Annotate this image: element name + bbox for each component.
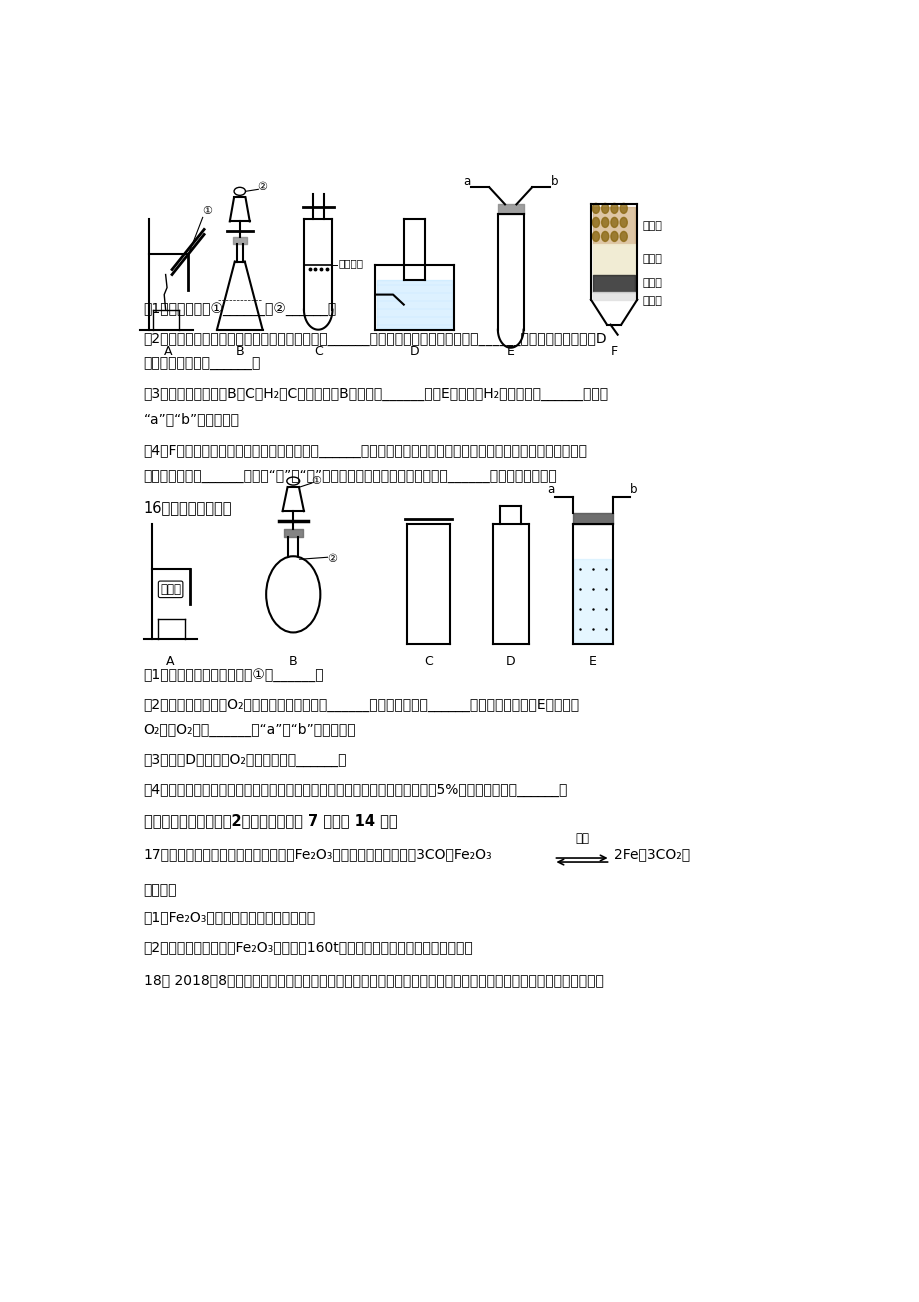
Text: a: a (462, 174, 470, 187)
Text: （4）F为简易净水装置，相当于化学实验中的______装置。向该装置处理过的水中，加入少量肥皌水振荡，产生较: （4）F为简易净水装置，相当于化学实验中的______装置。向该装置处理过的水中… (143, 444, 587, 458)
Circle shape (601, 232, 608, 241)
Text: （3）若用D装置收集O₂，验满方法是______。: （3）若用D装置收集O₂，验满方法是______。 (143, 753, 346, 767)
Text: F: F (610, 345, 617, 358)
Text: ①: ① (311, 477, 321, 486)
Text: E: E (588, 655, 596, 668)
Circle shape (592, 217, 599, 228)
Text: 棉花团: 棉花团 (160, 583, 181, 596)
Circle shape (592, 203, 599, 214)
Text: （2）用氯酸锂和二氧化锰制氧气的化学方程式为______，实验室可选用的发生装置是______（选填序号），可用D: （2）用氯酸锂和二氧化锰制氧气的化学方程式为______，实验室可选用的发生装置… (143, 332, 607, 346)
Text: （2）用高锰酸锂制取O₂，反应的化学方程式为______，发生装置应选______（填序号）；若用E装置收集: （2）用高锰酸锂制取O₂，反应的化学方程式为______，发生装置应选_____… (143, 698, 579, 712)
Circle shape (601, 203, 608, 214)
Text: C: C (424, 655, 433, 668)
Text: b: b (550, 174, 558, 187)
Text: C: C (313, 345, 323, 358)
Circle shape (610, 203, 618, 214)
Circle shape (619, 203, 627, 214)
Text: B: B (289, 655, 297, 668)
Text: ②: ② (257, 182, 267, 193)
Text: 多浮渣，说明是______（选填“硬”或“软”）水，若要得到纯水，还需要进行______（填操作名称）。: 多浮渣，说明是______（选填“硬”或“软”）水，若要得到纯水，还需要进行__… (143, 469, 557, 483)
Circle shape (619, 232, 627, 241)
Text: 多孔隔板: 多孔隔板 (338, 259, 363, 268)
Text: 小卵石: 小卵石 (642, 221, 662, 230)
Text: 收集氧气的理由是______。: 收集氧气的理由是______。 (143, 357, 261, 371)
Text: （1）写出所标仪器的名称：①是______。: （1）写出所标仪器的名称：①是______。 (143, 668, 323, 681)
Text: E: E (506, 345, 514, 358)
Text: 18． 2018年8月，在辽宁沈阳、河南郑州、江苏连云港等地区，接连发现多起非洲猜疡疾情。专家提醒养殖户要定期: 18． 2018年8月，在辽宁沈阳、河南郑州、江苏连云港等地区，接连发现多起非洲… (143, 974, 603, 987)
Text: b: b (630, 483, 637, 496)
Text: A: A (165, 345, 173, 358)
Text: 石英沙: 石英沙 (642, 254, 662, 264)
Text: 17．海南石碌铁矿，其矿石主要成分为Fe₂O₃，炼铁的化学方程式为3CO＋Fe₂O₃: 17．海南石碌铁矿，其矿石主要成分为Fe₂O₃，炼铁的化学方程式为3CO＋Fe₂… (143, 848, 492, 861)
Circle shape (610, 217, 618, 228)
Text: O₂，则O₂应从______（“a”或“b”）端通入。: O₂，则O₂应从______（“a”或“b”）端通入。 (143, 723, 356, 737)
Text: （2）某铁矿石，其中含Fe₂O₃的质量为160t，理论上可以炼出铁的质量为多少？: （2）某铁矿石，其中含Fe₂O₃的质量为160t，理论上可以炼出铁的质量为多少？ (143, 940, 472, 954)
Text: 请计算：: 请计算： (143, 883, 176, 897)
Text: ②: ② (327, 555, 337, 564)
Circle shape (592, 232, 599, 241)
Text: 2Fe＋3CO₂。: 2Fe＋3CO₂。 (614, 848, 689, 861)
Text: （3）实验室可用装置B或C制H₂，C装置相对于B的优点是______。用E装置收集H₂，气体应从______（选填: （3）实验室可用装置B或C制H₂，C装置相对于B的优点是______。用E装置收… (143, 387, 608, 401)
Text: （1）仪器名称：①______，②______。: （1）仪器名称：①______，②______。 (143, 302, 336, 315)
Text: a: a (547, 483, 554, 496)
Text: D: D (409, 345, 419, 358)
Circle shape (610, 232, 618, 241)
Text: （4）若用过氧化氢溶液制备氧气，实验时需要公克氧气，至少需要加入多少克5%的过氧化氢溶液______？: （4）若用过氧化氢溶液制备氧气，实验时需要公克氧气，至少需要加入多少克5%的过氧… (143, 783, 567, 797)
Circle shape (619, 217, 627, 228)
Circle shape (601, 217, 608, 228)
Text: 三、实验题（本题包括2个小题，每小题 7 分，共 14 分）: 三、实验题（本题包括2个小题，每小题 7 分，共 14 分） (143, 812, 397, 828)
Text: A: A (165, 655, 174, 668)
Text: D: D (505, 655, 515, 668)
Text: 活性炭: 活性炭 (642, 279, 662, 288)
Text: 膨松棉: 膨松棉 (642, 296, 662, 306)
Text: ①: ① (202, 207, 212, 216)
Text: 16．根据下图回答：: 16．根据下图回答： (143, 500, 232, 516)
Text: （1）Fe₂O₃中铁元素与氧元素的质量比；: （1）Fe₂O₃中铁元素与氧元素的质量比； (143, 910, 315, 924)
Text: “a”或“b”）端通入。: “a”或“b”）端通入。 (143, 411, 239, 426)
Text: B: B (235, 345, 244, 358)
Text: 高温: 高温 (574, 832, 588, 845)
